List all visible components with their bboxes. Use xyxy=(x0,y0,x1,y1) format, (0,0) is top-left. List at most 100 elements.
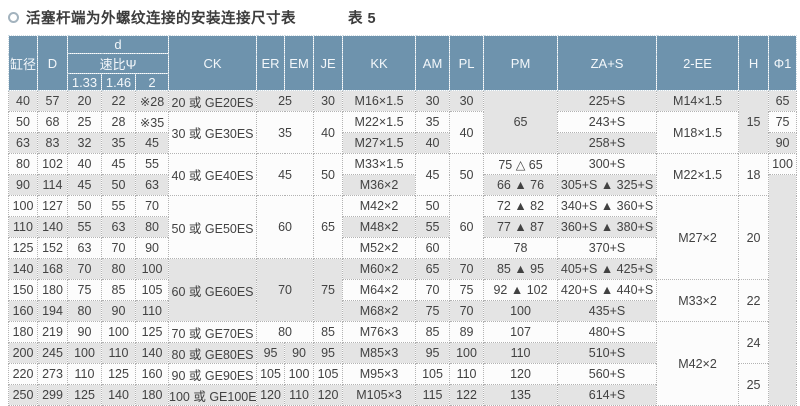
cell-PL: 122 xyxy=(449,384,485,406)
cell-ZAS: 300+S xyxy=(557,153,658,175)
cell-D: 57 xyxy=(37,90,68,112)
cell-ZAS: 614+S xyxy=(557,384,658,406)
table-row: 140 168 70 80 100 60 或 GE60ES 70 75 M60×2 65 70 85 … xyxy=(8,258,797,322)
cell-ER: 35 xyxy=(256,111,315,154)
cell-EE: M33×2 xyxy=(656,279,740,322)
table-number-label: 表 5 xyxy=(348,10,377,27)
cell-d2: ※35 xyxy=(134,111,170,133)
cell-d133: 45 xyxy=(67,174,102,196)
cell-PL: 75 xyxy=(449,279,485,301)
cell-PM: 110 xyxy=(483,342,559,364)
header-KK: KK xyxy=(342,35,417,91)
cell-ER: 80 xyxy=(256,321,315,343)
header-EM: EM xyxy=(284,35,315,91)
table-row: 220 273 110 125 160 90 或 GE90ES 105 100 105 M95×3… xyxy=(8,363,797,406)
header-AM: AM xyxy=(415,35,451,91)
cell-KK: M68×2 xyxy=(342,300,417,322)
cell-H: 20 xyxy=(738,195,770,280)
cell-bore: 200 xyxy=(8,342,38,364)
cell-PM: 72 ▲ 82 xyxy=(483,195,559,217)
header-ratio-2: 2 xyxy=(134,73,170,91)
cell-KK: M16×1.5 xyxy=(342,90,417,112)
cell-EE: M42×2 xyxy=(656,321,740,406)
header-D: D xyxy=(37,35,68,91)
cell-EM: 90 xyxy=(284,342,315,364)
cell-bore: 63 xyxy=(8,132,38,154)
table-row: 180 219 90 100 125 70 或 GE70ES 80 85 M76×3 85 89 10… xyxy=(8,321,797,406)
cell-d133: 90 xyxy=(67,321,102,343)
cell-D: 68 xyxy=(37,111,68,133)
table-row: 40 57 20 22 ※28 20 或 GE20ES 25 30 M16×1.5 30 30 65 2… xyxy=(8,90,798,154)
cell-PM: 85 ▲ 95 xyxy=(483,258,559,280)
cell-d2: 180 xyxy=(134,384,170,406)
header-CK: CK xyxy=(168,35,258,91)
cell-d2: 63 xyxy=(134,174,170,196)
cell-d133: 55 xyxy=(67,216,102,238)
table-row: 100 127 50 55 70 50 或 GE50ES 60 65 M42×2 50 60 72 ▲… xyxy=(8,195,797,280)
header-H: H xyxy=(738,35,770,91)
cell-ER: 95 xyxy=(256,342,286,364)
cell-PHI: 75 xyxy=(768,111,798,133)
cell-AM: 50 xyxy=(415,195,451,217)
cell-EM: 100 xyxy=(284,363,315,385)
cell-PM: 75 △ 65 xyxy=(483,153,559,175)
cell-AM: 55 xyxy=(415,216,451,238)
cell-CK: 20 或 GE20ES xyxy=(168,90,258,112)
cell-JE: 95 xyxy=(313,342,344,364)
cell-d146: 110 xyxy=(101,342,136,364)
cell-AM: 65 xyxy=(415,258,451,280)
cell-D: 245 xyxy=(37,342,68,364)
cell-d2: 110 xyxy=(134,300,170,322)
cell-d146: 125 xyxy=(101,363,136,385)
cell-d2: 140 xyxy=(134,342,170,364)
header-2EE: 2-EE xyxy=(656,35,740,91)
cell-KK: M95×3 xyxy=(342,363,417,385)
cell-ZAS: 360+S ▲ 380+S xyxy=(557,216,658,238)
cell-JE: 30 xyxy=(313,90,344,112)
cell-AM: 40 xyxy=(415,132,451,154)
cell-KK: M22×1.5 xyxy=(342,111,417,133)
cell-KK: M60×2 xyxy=(342,258,417,280)
dimension-table: 缸径 D d CK ER EM JE KK AM PL PM ZA+S 2-EE… xyxy=(8,35,798,406)
cell-KK: M52×2 xyxy=(342,237,417,259)
cell-PHI: 65 xyxy=(768,90,798,112)
cell-D: 83 xyxy=(37,132,68,154)
cell-d146: 140 xyxy=(101,384,136,406)
cell-bore: 140 xyxy=(8,258,38,280)
cell-AM: 70 xyxy=(415,279,451,301)
cell-d133: 63 xyxy=(67,237,102,259)
table-body: 40 57 20 22 ※28 20 或 GE20ES 25 30 M16×1.5 30 30 65 2… xyxy=(8,90,798,406)
cell-PL: 89 xyxy=(449,321,485,343)
header-bore: 缸径 xyxy=(8,35,38,91)
table-header: 缸径 D d CK ER EM JE KK AM PL PM ZA+S 2-EE… xyxy=(8,35,798,91)
cell-PHI: 90 xyxy=(768,132,798,154)
cell-D: 140 xyxy=(37,216,68,238)
cell-ER: 60 xyxy=(256,195,315,259)
cell-d2: 80 xyxy=(134,216,170,238)
cell-KK: M27×1.5 xyxy=(342,132,417,154)
header-PHI1: Φ1 xyxy=(768,35,798,91)
header-JE: JE xyxy=(313,35,344,91)
cell-bore: 90 xyxy=(8,174,38,196)
cell-EM: 110 xyxy=(284,384,315,406)
cell-AM: 60 xyxy=(415,237,451,259)
cell-bore: 150 xyxy=(8,279,38,301)
cell-JE: 50 xyxy=(313,153,344,196)
cell-d2: 105 xyxy=(134,279,170,301)
cell-PM: 65 xyxy=(483,90,559,154)
cell-H: 22 xyxy=(738,279,770,322)
cell-bore: 80 xyxy=(8,153,38,175)
cell-bore: 110 xyxy=(8,216,38,238)
cell-PL: 40 xyxy=(449,111,485,154)
header-PL: PL xyxy=(449,35,485,91)
cell-d146: 85 xyxy=(101,279,136,301)
cell-d2: 100 xyxy=(134,258,170,280)
table-row: 90 114 45 50 63 M36×2 66 ▲ 76 305+S ▲ 325+S xyxy=(8,174,798,406)
cell-KK: M105×3 xyxy=(342,384,417,406)
circle-bullet-icon xyxy=(8,11,19,23)
cell-bore: 100 xyxy=(8,195,38,217)
cell-D: 219 xyxy=(37,321,68,343)
cell-d2: 55 xyxy=(134,153,170,175)
cell-d133: 70 xyxy=(67,258,102,280)
cell-PL: 30 xyxy=(449,90,485,112)
